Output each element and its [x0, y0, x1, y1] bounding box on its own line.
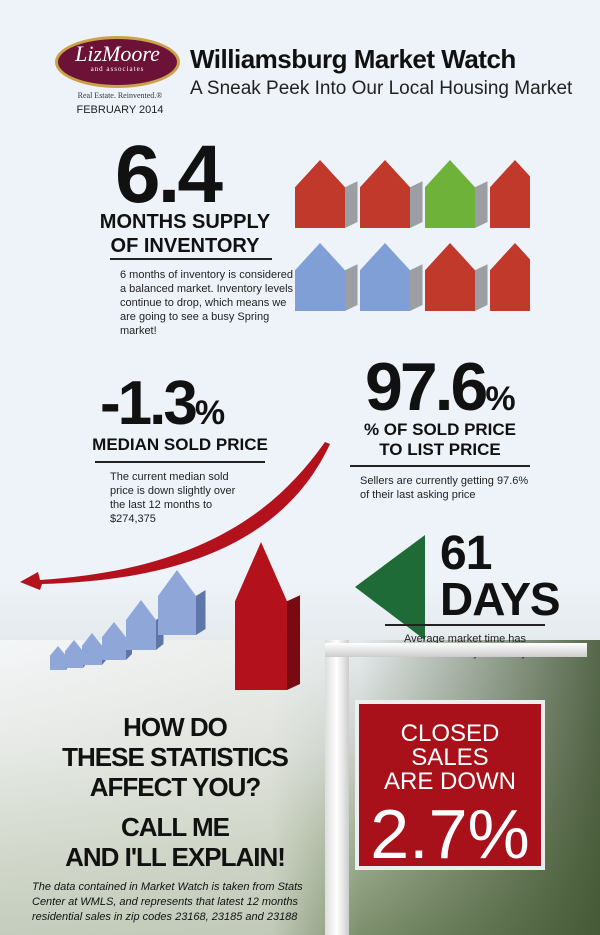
house-icon: [295, 160, 358, 228]
list-ratio-label-1: % OF SOLD PRICE: [363, 420, 517, 439]
house-sequence: [50, 542, 300, 690]
list-ratio-number: 97.6: [365, 349, 488, 425]
days-value: 61: [440, 527, 492, 580]
inventory-value: 6.4: [115, 129, 223, 220]
logo-subtext: and associates: [90, 65, 145, 73]
inventory-label-1: MONTHS SUPPLY: [99, 211, 271, 233]
cta-call: CALL ME AND I'LL EXPLAIN!: [40, 812, 310, 872]
median-label: MEDIAN SOLD PRICE: [92, 435, 268, 454]
closed-sales-sign: CLOSED SALES ARE DOWN 2.7%: [355, 700, 545, 873]
house-icon: [490, 160, 530, 228]
divider: [350, 465, 530, 467]
footer-note: The data contained in Market Watch is ta…: [32, 881, 303, 923]
list-ratio-unit: %: [485, 380, 516, 418]
house-icon: [360, 243, 423, 311]
house-icon: [295, 243, 358, 311]
cta-line-5: AND I'LL EXPLAIN!: [65, 842, 286, 872]
houses-grid: [295, 160, 530, 311]
sign-post: [325, 640, 349, 935]
inventory-label: MONTHS SUPPLY OF INVENTORY: [95, 210, 275, 258]
declining-houses-graphic: [20, 442, 330, 690]
closed-sales-line-2: ARE DOWN: [384, 768, 516, 795]
cta-line-1: HOW DO: [123, 712, 228, 742]
logo-text: LizMoore: [75, 41, 160, 66]
logo: LizMoore and associates: [55, 36, 180, 88]
page-title: Williamsburg Market Watch: [190, 44, 516, 74]
sign-arm: [325, 643, 587, 657]
closed-sales-line-1: CLOSED SALES: [400, 720, 500, 771]
list-ratio-label: % OF SOLD PRICE TO LIST PRICE: [350, 420, 530, 460]
page-subtitle: A Sneak Peek Into Our Local Housing Mark…: [190, 78, 573, 99]
inventory-label-2: OF INVENTORY: [110, 235, 260, 257]
cta-line-2: THESE STATISTICS: [62, 742, 289, 772]
house-icon: [425, 160, 488, 228]
median-description: The current median sold price is down sl…: [110, 471, 236, 525]
cta-question: HOW DO THESE STATISTICS AFFECT YOU?: [40, 712, 310, 802]
house-icon: [360, 160, 423, 228]
median-value: -1.3%: [100, 368, 225, 439]
tagline: Real Estate. Reinvented.®: [77, 91, 163, 100]
list-ratio-description: Sellers are currently getting 97.6% of t…: [360, 475, 529, 501]
list-ratio-label-2: TO LIST PRICE: [379, 440, 501, 459]
down-arrow-icon: [20, 442, 330, 590]
house-icon: [235, 542, 300, 690]
cta-line-3: AFFECT YOU?: [89, 772, 262, 802]
house-icon: [158, 570, 206, 635]
list-ratio-value: 97.6%: [365, 348, 516, 426]
house-icon: [425, 243, 488, 311]
house-icon: [490, 243, 530, 311]
house-icon: [126, 600, 164, 650]
closed-sales-value: 2.7%: [370, 795, 530, 873]
issue-date: FEBRUARY 2014: [76, 104, 164, 116]
divider: [110, 258, 272, 260]
cta-line-4: CALL ME: [120, 812, 230, 842]
median-unit: %: [194, 394, 226, 432]
divider: [385, 624, 545, 626]
divider: [95, 461, 265, 463]
green-triangle-icon: [355, 535, 425, 640]
days-label: DAYS: [440, 573, 561, 625]
median-number: -1.3: [100, 369, 198, 438]
inventory-description: 6 months of inventory is considered a ba…: [120, 269, 294, 337]
